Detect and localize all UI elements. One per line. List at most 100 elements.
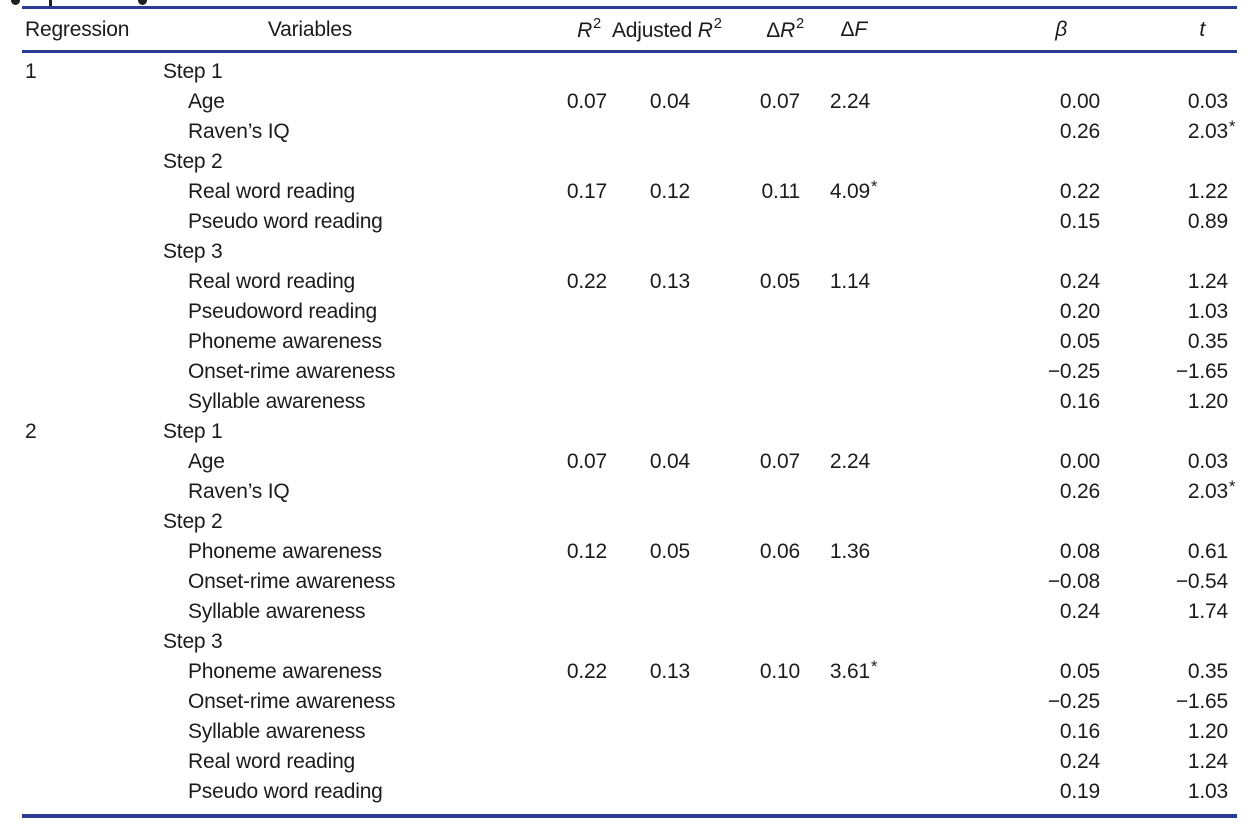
- r2-cell: [515, 206, 612, 236]
- adjusted-r2-cell: [612, 236, 695, 266]
- delta-r2-cell: [695, 386, 805, 416]
- table-row: Pseudo word reading 0.19 1.03: [22, 776, 1237, 816]
- delta-r2-cell: [695, 686, 805, 716]
- delta-r2-cell: 0.05: [759, 269, 800, 293]
- table-row: Raven’s IQ 0.26 2.03*: [22, 476, 1237, 506]
- r2-cell: 0.07: [566, 89, 607, 113]
- delta-f-cell: [805, 146, 875, 176]
- adjusted-r2-cell: [612, 746, 695, 776]
- beta-cell: 0.24: [1059, 749, 1100, 773]
- beta-cell: −0.25: [1047, 689, 1100, 713]
- table-row: Real word reading 0.24 1.24: [22, 746, 1237, 776]
- delta-r2-cell: 0.07: [759, 449, 800, 473]
- r2-cell: [515, 326, 612, 356]
- value: 0.03: [1187, 89, 1228, 113]
- variable-cell: Step 2: [163, 149, 223, 173]
- table-row: Phoneme awareness 0.22 0.13 0.10 3.61* 0…: [22, 656, 1237, 686]
- variable-cell: Phoneme awareness: [188, 539, 382, 563]
- value: 2.03: [1187, 119, 1228, 143]
- t-cell: [1105, 236, 1237, 266]
- delta-f-cell: [805, 476, 875, 506]
- table-row: Onset-rime awareness −0.08 −0.54: [22, 566, 1237, 596]
- beta-cell: −0.25: [1047, 359, 1100, 383]
- table-row: Syllable awareness 0.24 1.74: [22, 596, 1237, 626]
- adjusted-r2-cell: 0.13: [649, 269, 690, 293]
- regression-cell: [22, 746, 160, 776]
- variable-cell: Onset-rime awareness: [188, 689, 396, 713]
- caption-descender-mark: [49, 0, 52, 6]
- regression-cell: [22, 566, 160, 596]
- value: 2.24: [829, 449, 870, 473]
- t-cell: 0.03: [1105, 446, 1237, 476]
- beta-cell: −0.08: [1047, 569, 1100, 593]
- adjusted-r2-cell: 0.04: [649, 89, 690, 113]
- header-t: t: [1105, 7, 1237, 53]
- caption-descender-mark: [11, 0, 20, 5]
- regression-cell: [22, 716, 160, 746]
- delta-r2-cell: [695, 116, 805, 146]
- delta-r2-cell: [695, 716, 805, 746]
- t-cell: [1105, 626, 1237, 656]
- value: 1.24: [1187, 269, 1228, 293]
- delta-r2-cell: [695, 626, 805, 656]
- variable-cell: Step 3: [163, 629, 223, 653]
- adjusted-r2-cell: [612, 716, 695, 746]
- adjusted-r2-cell: [612, 326, 695, 356]
- adjusted-r2-cell: 0.12: [649, 179, 690, 203]
- variable-cell: Syllable awareness: [188, 389, 366, 413]
- table-row: Real word reading 0.22 0.13 0.05 1.14 0.…: [22, 266, 1237, 296]
- delta-f-cell: [805, 566, 875, 596]
- beta-cell: 0.22: [1059, 179, 1100, 203]
- header-adjusted-r-squared: Adjusted R2: [612, 7, 722, 53]
- exponent-2: 2: [713, 15, 722, 32]
- r2-cell: [515, 356, 612, 386]
- variable-cell: Step 2: [163, 509, 223, 533]
- table-row: Onset-rime awareness −0.25 −1.65: [22, 356, 1237, 386]
- value: 1.20: [1187, 719, 1228, 743]
- variable-cell: Pseudo word reading: [188, 209, 383, 233]
- delta-f-cell: [805, 416, 875, 446]
- clipped-caption-fragment: [0, 0, 500, 6]
- delta-f-cell: [805, 386, 875, 416]
- adjusted-r2-cell: 0.04: [649, 449, 690, 473]
- variable-cell: Phoneme awareness: [188, 329, 382, 353]
- table-header: Regression Variables R2 Adjusted R2 ΔR2 …: [22, 7, 1237, 53]
- header-beta: β: [875, 7, 1105, 53]
- regression-cell: [22, 296, 160, 326]
- variable-cell: Syllable awareness: [188, 599, 366, 623]
- delta-f-cell: [805, 716, 875, 746]
- table-row: 1 Step 1: [22, 52, 1237, 87]
- exponent-2: 2: [796, 15, 804, 32]
- delta-f-cell: 1.36: [805, 536, 875, 566]
- adjusted-r2-cell: [612, 506, 695, 536]
- variable-cell: Age: [188, 449, 225, 473]
- header-row: Regression Variables R2 Adjusted R2 ΔR2 …: [22, 7, 1237, 53]
- variable-cell: Step 1: [163, 419, 223, 443]
- t-cell: 0.61: [1105, 536, 1237, 566]
- exponent-2: 2: [593, 15, 601, 32]
- r2-cell: [515, 296, 612, 326]
- r2-cell: 0.12: [566, 539, 607, 563]
- t-cell: 0.35: [1105, 326, 1237, 356]
- variable-cell: Real word reading: [188, 179, 356, 203]
- variable-cell: Phoneme awareness: [188, 659, 382, 683]
- t-cell: −0.54: [1105, 566, 1237, 596]
- value: 0.03: [1187, 449, 1228, 473]
- regression-cell: [22, 116, 160, 146]
- value: 3.61: [829, 659, 870, 683]
- regression-table: Regression Variables R2 Adjusted R2 ΔR2 …: [22, 6, 1237, 818]
- delta-f-cell: [805, 596, 875, 626]
- header-r-squared: R2: [515, 7, 612, 53]
- delta-f-cell: 4.09*: [829, 177, 878, 203]
- beta-cell: 0.26: [1059, 119, 1100, 143]
- table-row: Pseudo word reading 0.15 0.89: [22, 206, 1237, 236]
- beta-cell: 0.19: [1059, 779, 1100, 803]
- adjusted-r2-cell: [612, 146, 695, 176]
- delta-symbol: Δ: [766, 18, 781, 42]
- r2-cell: [515, 776, 612, 816]
- value: 2.24: [829, 89, 870, 113]
- value: −1.65: [1175, 359, 1228, 383]
- variable-cell: Age: [188, 89, 225, 113]
- regression-cell: [22, 776, 160, 816]
